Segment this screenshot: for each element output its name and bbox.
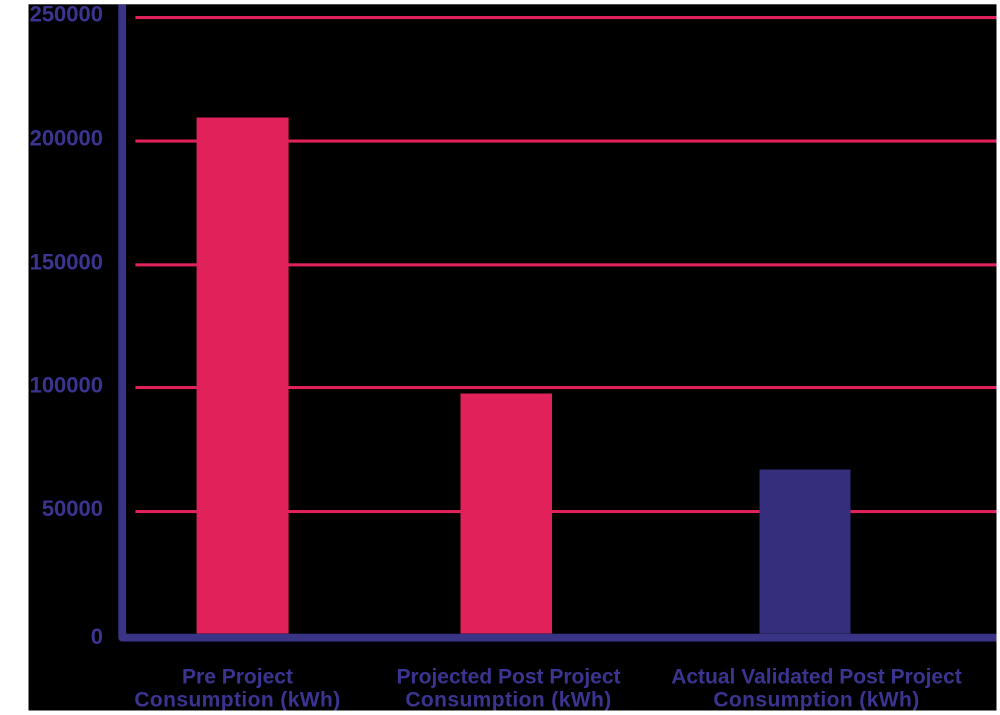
svg-text:Projected Post Project: Projected Post Project	[396, 666, 620, 689]
svg-text:0: 0	[91, 624, 103, 649]
svg-text:250000: 250000	[30, 2, 103, 27]
svg-text:Consumption (kWh): Consumption (kWh)	[134, 689, 340, 712]
svg-text:Consumption (kWh): Consumption (kWh)	[713, 689, 919, 712]
svg-text:100000: 100000	[30, 373, 103, 398]
svg-text:Actual Validated Post Project: Actual Validated Post Project	[671, 666, 962, 689]
svg-text:150000: 150000	[30, 250, 103, 275]
svg-text:Pre Project: Pre Project	[182, 666, 293, 689]
svg-text:50000: 50000	[42, 496, 103, 521]
svg-text:Consumption (kWh): Consumption (kWh)	[405, 689, 611, 712]
svg-text:200000: 200000	[30, 126, 103, 151]
